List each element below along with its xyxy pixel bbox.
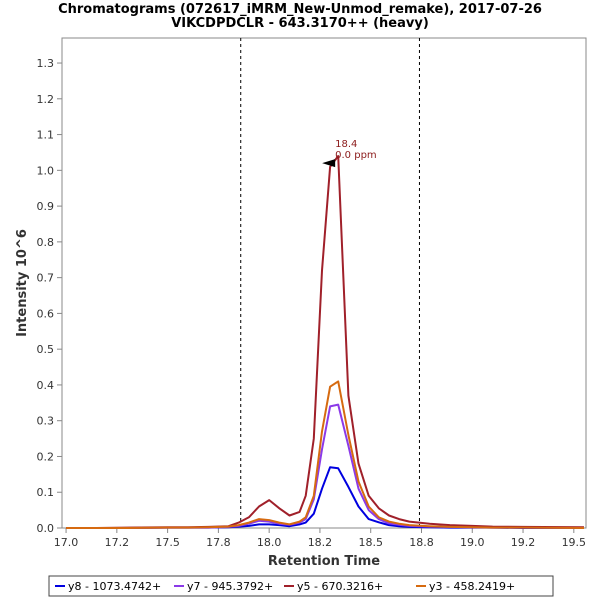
x-tick-label: 18.5 xyxy=(358,536,383,549)
peak-retention-label: 18.4 xyxy=(335,139,357,150)
x-tick-label: 17.0 xyxy=(54,536,79,549)
chart-subtitle: VIKCDPDCLR - 643.3170++ (heavy) xyxy=(171,16,429,31)
legend: y8 - 1073.4742+ y7 - 945.3792+ y5 - 670.32… xyxy=(48,575,554,597)
series-group xyxy=(66,155,585,529)
peak-ppm-label: 0.0 ppm xyxy=(335,150,377,161)
chart-title: Chromatograms (072617_iMRM_New-Unmod_rem… xyxy=(58,2,542,17)
legend-label: y5 - 670.3216+ xyxy=(297,580,383,593)
y-tick-label: 1.3 xyxy=(37,57,55,70)
y-tick-label: 1.2 xyxy=(37,93,55,106)
plot-area xyxy=(61,37,587,529)
x-tick-label: 17.2 xyxy=(105,536,130,549)
x-tick-label: 19.5 xyxy=(562,536,587,549)
y-axis-label: Intensity 10^6 xyxy=(15,229,30,337)
y-tick-label: 0.8 xyxy=(37,236,55,249)
y-tick-label: 0.0 xyxy=(37,522,55,535)
legend-label: y7 - 945.3792+ xyxy=(187,580,273,593)
x-axis-label: Retention Time xyxy=(268,554,380,569)
legend-label: y8 - 1073.4742+ xyxy=(68,580,161,593)
y-tick-label: 1.1 xyxy=(37,129,55,142)
x-tick-label: 17.5 xyxy=(155,536,180,549)
x-tick-label: 19.0 xyxy=(460,536,485,549)
y-axis: 0.0 0.1 0.2 0.3 0.4 0.5 0.6 0.7 0.8 0.9 1.0 1.1 1.2 1… xyxy=(37,57,62,535)
y-tick-label: 0.3 xyxy=(37,415,55,428)
legend-box xyxy=(48,575,554,597)
y-tick-label: 0.7 xyxy=(37,272,55,285)
legend-label: y3 - 458.2419+ xyxy=(429,580,515,593)
integration-bounds xyxy=(240,38,420,528)
x-tick-label: 18.2 xyxy=(308,536,333,549)
x-tick-label: 17.8 xyxy=(206,536,231,549)
peak-annotation: 18.40.0 ppm xyxy=(322,139,377,168)
y-tick-label: 0.1 xyxy=(37,486,55,499)
y-tick-label: 1.0 xyxy=(37,164,55,177)
y-tick-label: 0.6 xyxy=(37,307,55,320)
x-tick-label: 18.0 xyxy=(257,536,282,549)
x-axis: 17.0 17.2 17.5 17.8 18.0 18.2 18.5 18.8 19.0 19.2… xyxy=(54,528,586,549)
y-tick-label: 0.9 xyxy=(37,200,55,213)
x-tick-label: 18.8 xyxy=(409,536,434,549)
y-tick-label: 0.5 xyxy=(37,343,55,356)
y-tick-label: 0.4 xyxy=(37,379,55,392)
x-tick-label: 19.2 xyxy=(511,536,536,549)
peak-marker-arrow xyxy=(322,159,336,168)
y-tick-label: 0.2 xyxy=(37,450,55,463)
series-line-y3 xyxy=(66,380,585,529)
